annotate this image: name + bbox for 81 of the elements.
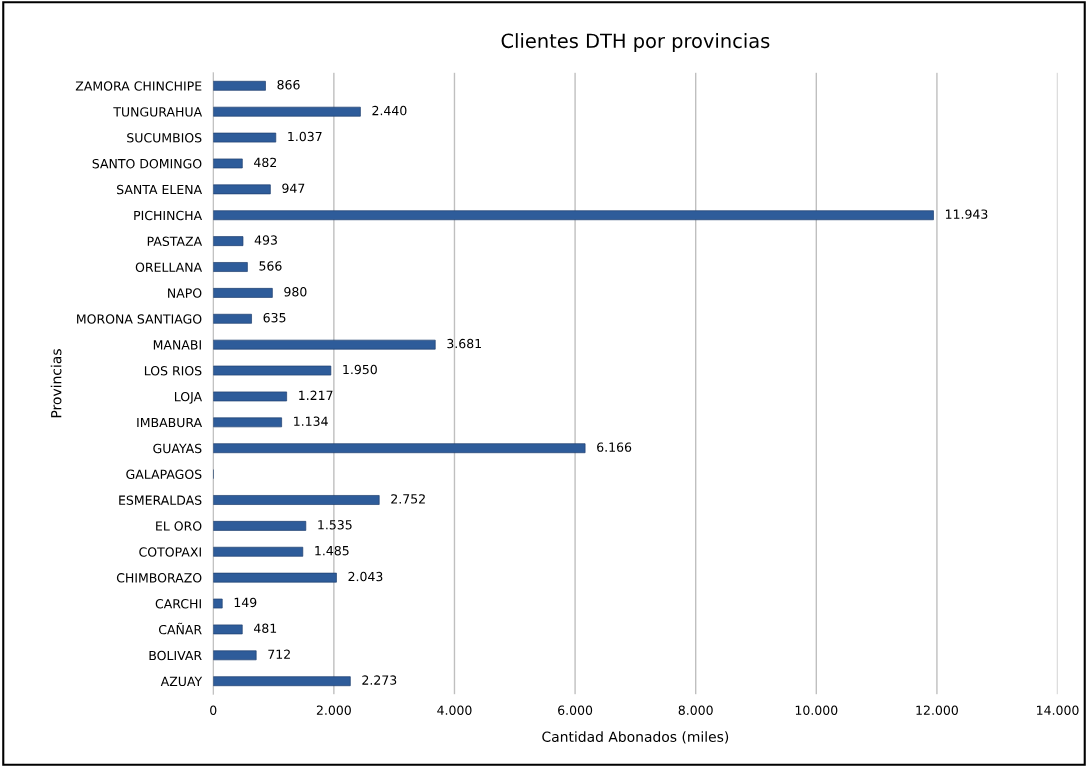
- y-tick-label: EL ORO: [156, 521, 202, 531]
- y-tick-label: LOJA: [174, 391, 203, 404]
- data-label: 2.273: [362, 675, 397, 685]
- data-label: 1.037: [288, 131, 322, 142]
- data-label: 3.681: [447, 338, 481, 349]
- bar: [213, 546, 304, 557]
- data-label: 482: [254, 157, 277, 168]
- x-tick-label: 2.000: [316, 705, 351, 715]
- x-tick-label: 6.000: [558, 705, 593, 715]
- bar: [213, 184, 271, 195]
- data-label: 1.485: [315, 545, 349, 556]
- y-tick-label: IMBABURA: [137, 417, 203, 428]
- bar: [213, 158, 243, 169]
- y-tick-label: SANTA ELENA: [117, 184, 203, 195]
- data-label: 712: [268, 649, 290, 659]
- y-tick-label: AZUAY: [160, 676, 203, 687]
- y-tick-label: GUAYAS: [153, 443, 202, 454]
- y-tick-label: ESMERALDAS: [119, 495, 202, 505]
- x-tick-label: 14.000: [1037, 705, 1079, 715]
- data-label: 1.950: [343, 364, 377, 375]
- bar: [213, 210, 934, 221]
- bar: [213, 288, 273, 298]
- data-label: 2.752: [391, 494, 425, 504]
- data-label: 980: [284, 287, 307, 297]
- y-tick-label: CHIMBORAZO: [116, 573, 202, 583]
- bar: [213, 443, 586, 454]
- data-label: 6.166: [597, 442, 632, 452]
- bar: [213, 132, 277, 143]
- bar: [213, 572, 337, 583]
- y-tick-label: LOS RIOS: [144, 366, 202, 376]
- data-label: 866: [277, 79, 300, 90]
- data-label: 1.217: [299, 390, 333, 400]
- x-tick-label: 4.000: [437, 705, 472, 715]
- y-tick-label: ORELLANA: [135, 262, 203, 272]
- bar: [213, 313, 252, 324]
- bar: [213, 676, 351, 687]
- data-label: 1.535: [318, 520, 352, 530]
- y-tick-label: TUNGURAHUA: [113, 107, 203, 117]
- data-label: 566: [259, 261, 282, 271]
- bar: [213, 495, 380, 505]
- y-tick-label: ZAMORA CHINCHIPE: [75, 81, 202, 91]
- data-label: 635: [263, 312, 286, 323]
- data-label: 2.043: [348, 571, 383, 582]
- bar: [213, 624, 243, 635]
- y-tick-label: COTOPAXI: [139, 547, 201, 557]
- y-tick-label: PASTAZA: [147, 236, 203, 247]
- data-label: 1.134: [294, 416, 328, 426]
- x-tick-label: 8.000: [678, 705, 713, 715]
- y-tick-label: PICHINCHA: [134, 210, 203, 221]
- y-tick-label: MANABI: [153, 340, 201, 350]
- y-tick-label: SANTO DOMINGO: [92, 158, 202, 169]
- bar: [213, 391, 287, 402]
- bar: [213, 80, 266, 91]
- x-tick-label: 10.000: [795, 705, 838, 715]
- bar: [213, 598, 223, 609]
- x-tick-label: 0: [210, 705, 217, 715]
- x-axis-title: Cantidad Abonados (miles): [542, 731, 729, 744]
- data-label: 493: [254, 235, 277, 245]
- data-label: 11.943: [945, 209, 988, 219]
- data-label: 149: [234, 597, 257, 608]
- bar: [213, 365, 332, 376]
- y-tick-label: CAÑAR: [158, 622, 202, 635]
- y-tick-label: NAPO: [168, 288, 202, 298]
- y-tick-label: SUCUMBIOS: [127, 133, 202, 143]
- bar: [213, 650, 257, 661]
- bar: [213, 417, 282, 428]
- data-label: 2.440: [372, 105, 407, 116]
- data-label: 481: [253, 623, 277, 634]
- data-label: 947: [282, 183, 305, 193]
- bar: [213, 262, 248, 272]
- bar: [213, 339, 436, 350]
- y-tick-label: BOLIVAR: [149, 650, 202, 661]
- y-axis-title: Provincias: [50, 349, 62, 418]
- y-tick-label: CARCHI: [155, 599, 201, 609]
- y-tick-label: GALAPAGOS: [126, 469, 202, 480]
- bar: [213, 236, 244, 247]
- x-tick-label: 12.000: [916, 705, 958, 715]
- bar: [213, 106, 361, 117]
- chart-title: Clientes DTH por provincias: [501, 33, 770, 52]
- y-tick-label: MORONA SANTIAGO: [77, 314, 202, 324]
- bar: [213, 520, 307, 531]
